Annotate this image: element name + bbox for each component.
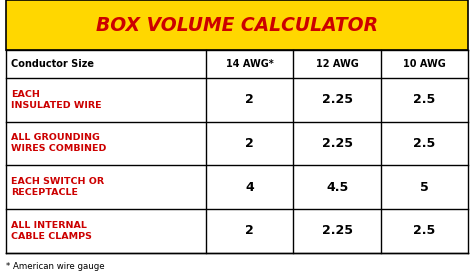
Text: EACH
INSULATED WIRE: EACH INSULATED WIRE [11,90,102,110]
Text: 2.5: 2.5 [413,224,436,237]
Text: ALL GROUNDING
WIRES COMBINED: ALL GROUNDING WIRES COMBINED [11,134,107,153]
Text: 12 AWG: 12 AWG [316,59,358,69]
Bar [6,50,468,253]
Text: Conductor Size: Conductor Size [11,59,94,69]
Text: 5: 5 [420,181,429,193]
Bar [6,0,468,50]
Text: * American wire gauge: * American wire gauge [6,262,104,271]
Text: 2.25: 2.25 [322,137,353,150]
Text: BOX VOLUME CALCULATOR: BOX VOLUME CALCULATOR [96,16,378,34]
Text: 2.25: 2.25 [322,224,353,237]
Text: ALL INTERNAL
CABLE CLAMPS: ALL INTERNAL CABLE CLAMPS [11,221,92,241]
Text: 2.5: 2.5 [413,93,436,106]
Text: 4: 4 [245,181,254,193]
Text: 2.25: 2.25 [322,93,353,106]
Text: 10 AWG: 10 AWG [403,59,446,69]
Text: 14 AWG*: 14 AWG* [226,59,273,69]
Text: 2: 2 [245,137,254,150]
Text: EACH SWITCH OR
RECEPTACLE: EACH SWITCH OR RECEPTACLE [11,177,104,197]
Text: 2: 2 [245,224,254,237]
Text: 4.5: 4.5 [326,181,348,193]
Text: 2: 2 [245,93,254,106]
Text: 2.5: 2.5 [413,137,436,150]
